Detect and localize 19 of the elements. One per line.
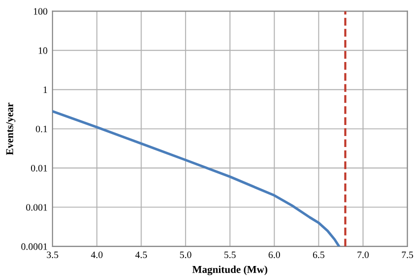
y-tick-label: 0.1	[36, 126, 48, 132]
x-tick-label: 4.0	[90, 252, 103, 258]
x-tick-label: 6.0	[268, 252, 280, 258]
y-tick-label: 1	[44, 86, 48, 93]
y-tick-label: 10	[38, 47, 48, 54]
y-tick-label: 0.0001	[21, 243, 48, 250]
x-tick-label: 5.5	[224, 252, 236, 258]
x-tick-label: 7.5	[402, 252, 414, 258]
x-axis-title: Magnitude (Mw)	[192, 266, 268, 276]
x-tick-label: 3.5	[46, 252, 58, 258]
y-tick-label: 0.01	[30, 164, 48, 172]
x-tick-label: 4.5	[135, 252, 147, 258]
y-tick-label: 0.001	[26, 204, 48, 211]
line-series	[52, 110, 340, 246]
x-tick-label: 5.0	[180, 252, 192, 258]
x-tick-label: 6.5	[313, 252, 324, 258]
y-axis-title: Events/year	[6, 102, 16, 155]
x-tick-label: 7.0	[358, 252, 369, 258]
y-tick-label: 100	[34, 8, 48, 15]
